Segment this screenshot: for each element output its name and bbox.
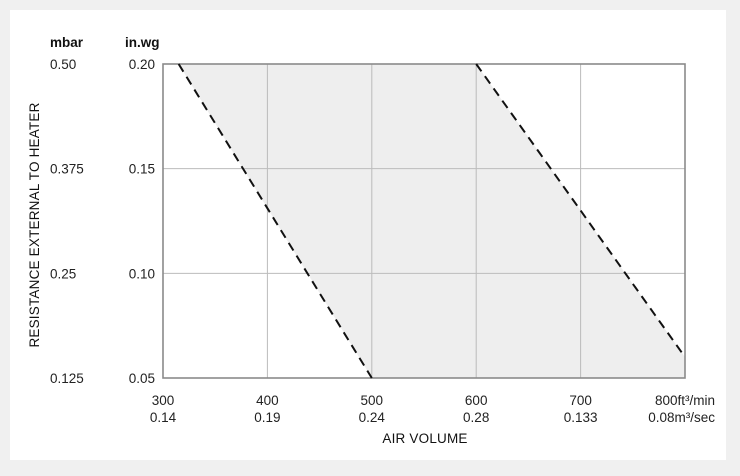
x-tick-sublabel: 0.19 bbox=[254, 410, 280, 425]
x-tick-sublabel: 0.133 bbox=[564, 410, 598, 425]
y-tick-label-mbar: 0.50 bbox=[50, 57, 76, 72]
x-tick-sublabel: 0.24 bbox=[359, 410, 386, 425]
y-tick-label-inwg: 0.05 bbox=[129, 371, 155, 386]
x-axis-label: AIR VOLUME bbox=[382, 431, 467, 446]
y-tick-label-mbar: 0.25 bbox=[50, 266, 76, 281]
boundary-line-1 bbox=[177, 63, 373, 379]
x-tick-sublabel: 0.28 bbox=[463, 410, 489, 425]
y-tick-label-inwg: 0.15 bbox=[129, 162, 155, 177]
y-tick-label-mbar: 0.375 bbox=[50, 162, 84, 177]
plot-frame bbox=[162, 63, 686, 379]
chart-panel: 300 0.14 400 0.19 500 0.24 600 0.28 700 0.133 800f… bbox=[10, 10, 726, 460]
x-tick-label: 500 bbox=[361, 393, 384, 408]
y-tick-label-mbar: 0.125 bbox=[50, 371, 84, 386]
x-tick-label: 400 bbox=[256, 393, 279, 408]
x-tick-label: 600 bbox=[465, 393, 488, 408]
y-tick-label-inwg: 0.20 bbox=[129, 57, 155, 72]
x-tick-label: 300 bbox=[152, 393, 175, 408]
x-tick-sublabel: 0.08m³/sec bbox=[648, 410, 715, 425]
x-tick-sublabel: 0.14 bbox=[150, 410, 177, 425]
operating-region bbox=[178, 64, 685, 378]
y-axis-label: RESISTANCE EXTERNAL TO HEATER bbox=[27, 102, 42, 347]
chart: 300 0.14 400 0.19 500 0.24 600 0.28 700 0.133 800f… bbox=[27, 35, 715, 446]
x-tick-label: 700 bbox=[569, 393, 592, 408]
y-tick-label-inwg: 0.10 bbox=[129, 266, 155, 281]
x-tick-label: 800ft³/min bbox=[655, 393, 715, 408]
y-unit-inwg: in.wg bbox=[125, 35, 160, 50]
y-unit-mbar: mbar bbox=[50, 35, 84, 50]
